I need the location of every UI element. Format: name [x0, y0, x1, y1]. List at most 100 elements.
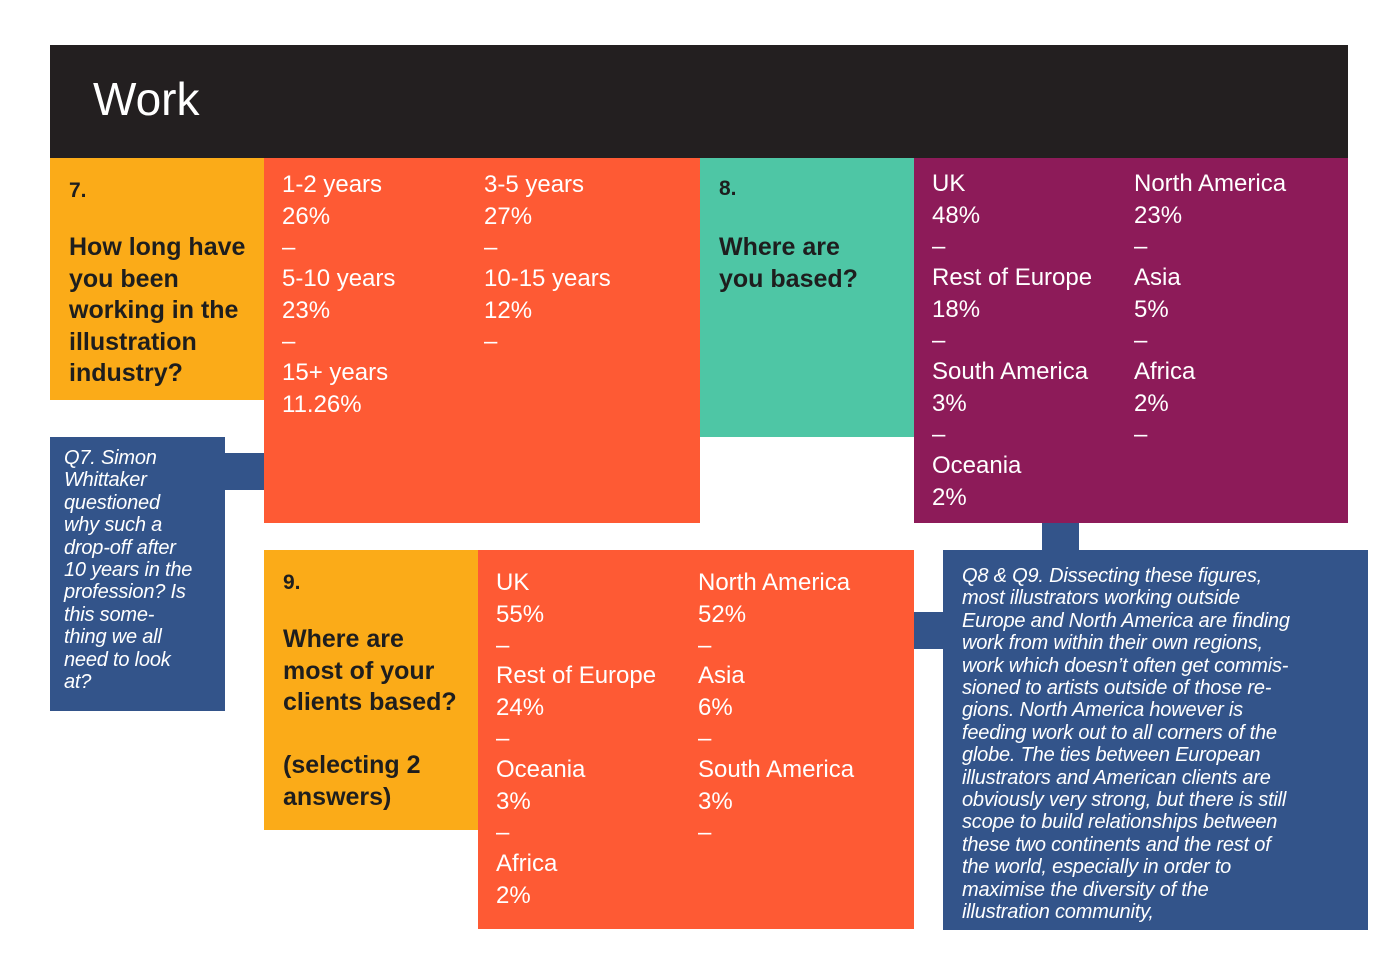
question-line: you based? [719, 264, 858, 293]
answer-separator: – [932, 233, 946, 260]
answer-separator: – [282, 328, 296, 355]
q8-q9-comment-box: Q8 & Q9. Dissecting these figures, most … [943, 550, 1368, 930]
answer-value: 2% [932, 483, 967, 511]
comment-line: these two continents and the rest of [962, 833, 1271, 856]
question-8-answers: UK 48% – North America 23% – Rest of Eur… [914, 158, 1348, 523]
answer-cell: Rest of Europe 24% – [496, 660, 656, 755]
answer-value: 55% [496, 600, 545, 628]
answer-label: Oceania [496, 756, 586, 783]
answer-separator: – [698, 632, 712, 659]
question-line: most of your [283, 656, 435, 685]
answer-cell: 1-2 years 26% – [282, 169, 382, 264]
note-connector [224, 453, 266, 490]
answer-cell: North America 23% – [1134, 168, 1286, 263]
question-9-answers: UK 55% – North America 52% – Rest of Eur… [478, 550, 914, 929]
comment-line: thing we all [64, 626, 162, 649]
answer-cell: 3-5 years 27% – [484, 169, 584, 264]
question-subtext: (selecting 2 answers) [283, 750, 421, 813]
answer-separator: – [496, 819, 510, 846]
answer-separator: – [1134, 327, 1148, 354]
question-line: working in the [69, 296, 239, 324]
answer-cell: UK 48% – [932, 168, 980, 263]
question-number: 8. [719, 177, 737, 200]
question-text: Where are you based? [719, 232, 858, 295]
comment-line: at? [64, 671, 92, 694]
comment-line: feeding work out to all corners of the [962, 721, 1277, 744]
answer-cell: Africa 2% [496, 848, 557, 911]
answer-label: 3-5 years [484, 171, 585, 198]
answer-label: North America [698, 569, 851, 596]
answer-label: Rest of Europe [932, 264, 1093, 291]
answer-cell: UK 55% – [496, 567, 544, 662]
note-connector [1042, 522, 1079, 552]
answer-separator: – [282, 234, 296, 261]
question-text: Where are most of your clients based? [283, 624, 457, 719]
answer-cell: 10-15 years 12% – [484, 263, 611, 358]
answer-cell: Oceania 2% [932, 450, 1021, 513]
answer-cell: Africa 2% – [1134, 356, 1195, 451]
answer-label: South America [698, 756, 855, 783]
question-line: clients based? [283, 688, 457, 716]
note-connector [913, 612, 945, 649]
question-line: Where are [283, 625, 404, 653]
comment-line: the world, especially in order to [962, 856, 1232, 879]
answer-value: 18% [932, 295, 981, 323]
comment-line: Europe and North America are finding [962, 609, 1290, 632]
page-title: Work [93, 73, 200, 125]
answer-label: 10-15 years [484, 265, 611, 292]
answer-value: 11.26% [282, 390, 362, 418]
comment-line: why such a [64, 514, 163, 537]
comment-line: gions. North America however is [962, 699, 1243, 722]
comment-line: profession? Is [64, 581, 186, 604]
comment-line: most illustrators working outside [962, 587, 1240, 610]
answer-separator: – [496, 632, 510, 659]
answer-label: Oceania [932, 452, 1022, 479]
q7-comment-box: Q7. Simon Whittaker questioned why such … [50, 437, 225, 711]
answer-separator: – [1134, 421, 1148, 448]
answer-cell: South America 3% – [698, 754, 854, 849]
answer-cell: Oceania 3% – [496, 754, 585, 849]
answer-value: 26% [282, 202, 331, 230]
question-line: illustration [69, 327, 197, 356]
question-8-block: 8. Where are you based? [700, 158, 916, 437]
answer-cell: Asia 5% – [1134, 262, 1181, 357]
comment-line: work from within their own regions, [962, 632, 1263, 655]
answer-label: 5-10 years [282, 265, 396, 292]
question-text: How long have you been working in the il… [69, 232, 245, 390]
answer-label: North America [1134, 170, 1287, 197]
question-line: you been [69, 264, 179, 293]
answer-label: Asia [1134, 264, 1181, 291]
answer-value: 12% [484, 296, 533, 324]
answer-label: South America [932, 358, 1089, 385]
comment-line: Q8 & Q9. Dissecting these figures, [962, 565, 1263, 587]
answer-separator: – [1134, 233, 1148, 260]
answer-cell: Asia 6% – [698, 660, 745, 755]
answer-value: 23% [282, 296, 331, 324]
answer-value: 3% [932, 389, 967, 417]
answer-label: Africa [1134, 358, 1196, 385]
comment-line: this some- [64, 603, 155, 626]
comment-line: illustrators and American clients are [962, 766, 1271, 789]
question-7-block: 7. How long have you been working in the… [50, 158, 266, 400]
question-number: 7. [69, 179, 87, 202]
answer-value: 2% [496, 881, 531, 909]
answer-value: 2% [1134, 389, 1169, 417]
answer-separator: – [484, 234, 498, 261]
question-7-answers: 1-2 years 26% – 3-5 years 27% – 5-10 yea… [264, 158, 700, 523]
comment-line: questioned [64, 491, 160, 514]
answer-value: 48% [932, 201, 981, 229]
question-line: industry? [69, 359, 183, 387]
comment-text: Q7. Simon Whittaker questioned why such … [64, 447, 192, 693]
answer-separator: – [698, 725, 712, 752]
comment-line: work which doesn’t often get commis- [962, 654, 1289, 677]
comment-line: Whittaker [64, 469, 147, 492]
answer-value: 52% [698, 600, 747, 628]
answer-cell: Rest of Europe 18% – [932, 262, 1092, 357]
question-line: answers) [283, 782, 392, 811]
answer-cell: South America 3% – [932, 356, 1088, 451]
comment-line: sioned to artists outside of those re- [962, 677, 1272, 700]
question-9-block: 9. Where are most of your clients based?… [264, 550, 480, 830]
answer-separator: – [484, 328, 498, 355]
answer-separator: – [932, 327, 946, 354]
question-line: (selecting 2 [283, 751, 421, 779]
